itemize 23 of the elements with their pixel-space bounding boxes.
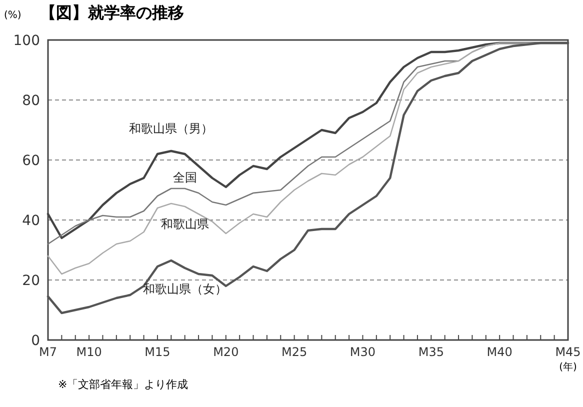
ytick: 20 [22, 273, 40, 289]
xtick: M45 [555, 345, 581, 359]
series-label: 和歌山県（女） [142, 282, 227, 296]
xtick: M25 [282, 345, 308, 359]
series-label: 全国 [172, 170, 197, 185]
xtick: M10 [76, 345, 102, 359]
ytick: 40 [22, 213, 40, 229]
xtick: M30 [350, 345, 376, 359]
xlabel: (年) [559, 362, 577, 373]
ytick: 80 [22, 93, 40, 109]
xtick: M7 [39, 345, 57, 359]
xtick: M40 [486, 345, 512, 359]
ytick: 100 [13, 33, 40, 49]
annotation: ※「文部省年報」より作成 [58, 378, 188, 391]
ylabel: (%) [4, 10, 22, 21]
ytick: 0 [31, 333, 40, 349]
series-label: 和歌山県（男） [129, 121, 214, 136]
xtick: M35 [418, 345, 444, 359]
series-label: 和歌山県 [160, 217, 209, 232]
xtick: M15 [144, 345, 170, 359]
ytick: 60 [22, 153, 40, 169]
title: 【図】就学率の推移 [40, 3, 184, 22]
xtick: M20 [213, 345, 239, 359]
